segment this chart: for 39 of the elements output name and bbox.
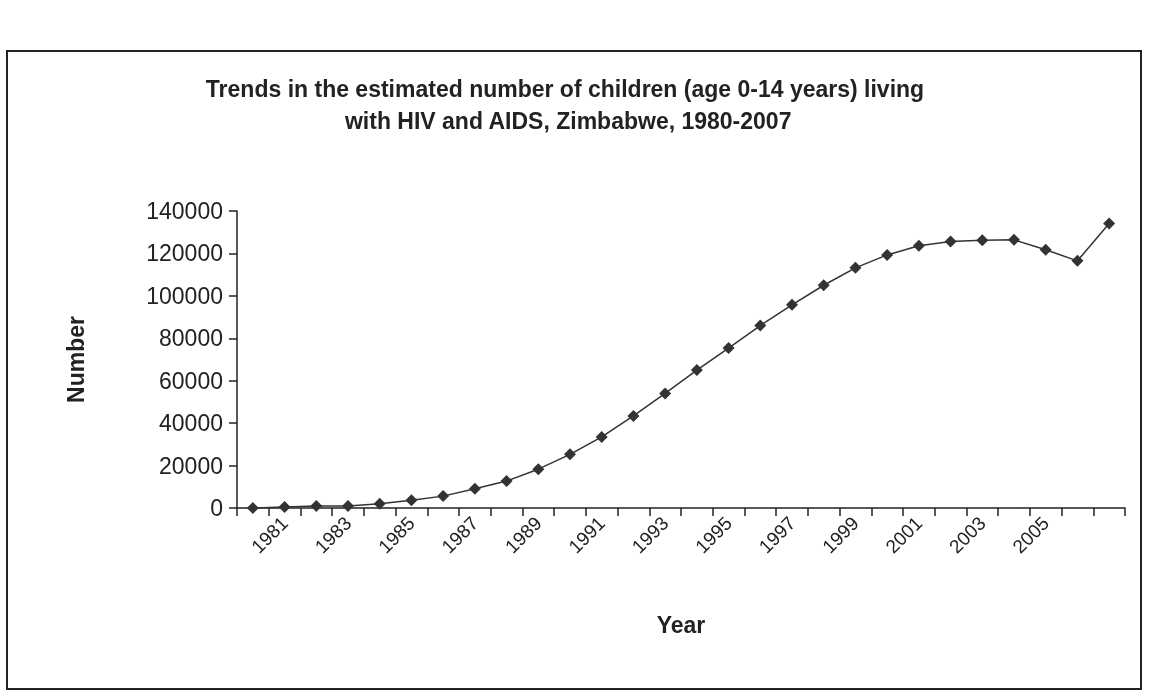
y-axis-title: Number xyxy=(62,316,89,403)
y-tick-label: 140000 xyxy=(146,198,223,224)
point xyxy=(342,499,354,512)
point xyxy=(722,342,735,355)
chart-title: Trends in the estimated number of children (age 0-14 years) living with HIV and AIDS, Zimbabwe, 1980-2007 xyxy=(205,76,925,134)
point xyxy=(595,430,608,443)
point xyxy=(278,500,291,513)
point xyxy=(627,409,640,422)
point xyxy=(500,475,513,488)
point xyxy=(437,490,450,503)
y-tick-label: 0 xyxy=(210,495,223,521)
point xyxy=(912,239,925,252)
point xyxy=(373,497,386,510)
point xyxy=(817,279,830,292)
point xyxy=(786,298,798,311)
y-tick-label: 100000 xyxy=(146,282,223,309)
point xyxy=(754,319,767,332)
point xyxy=(246,502,259,514)
point xyxy=(1103,217,1116,230)
point xyxy=(564,448,576,461)
point xyxy=(849,261,862,274)
point xyxy=(468,482,481,495)
y-tick-label: 20000 xyxy=(159,452,223,479)
point xyxy=(1008,233,1020,246)
point xyxy=(1039,243,1052,256)
y-tick-label: 60000 xyxy=(159,367,223,394)
point xyxy=(881,248,894,261)
point xyxy=(944,235,957,248)
point xyxy=(405,494,418,507)
point xyxy=(690,364,703,377)
point xyxy=(310,499,323,512)
y-tick-label: 80000 xyxy=(159,325,223,352)
x-axis-title: Year xyxy=(656,611,706,638)
point xyxy=(1071,254,1084,267)
point xyxy=(976,234,989,247)
y-tick-label: 120000 xyxy=(146,240,223,267)
y-tick-label: 40000 xyxy=(159,410,223,437)
point xyxy=(532,463,545,476)
point xyxy=(659,387,672,400)
